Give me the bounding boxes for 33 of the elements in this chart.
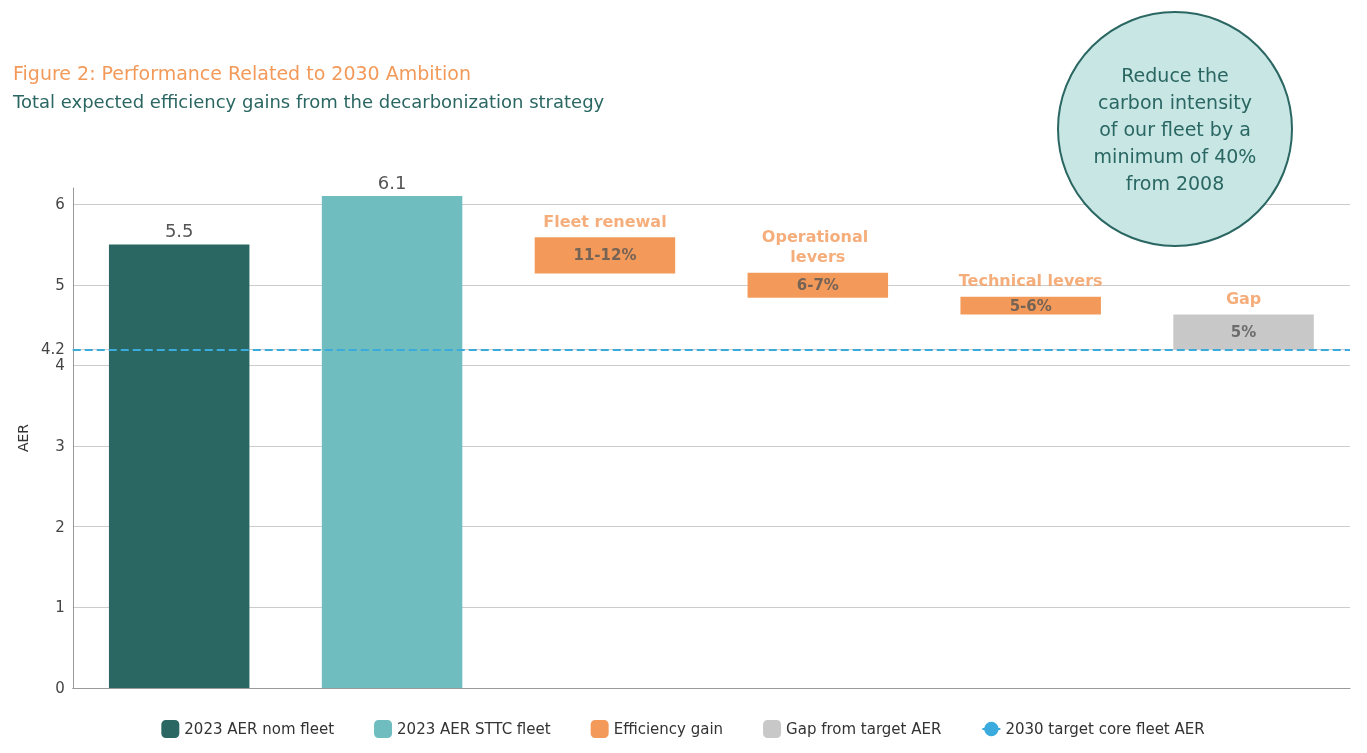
y-tick-label: 3 bbox=[55, 437, 65, 456]
x-tick-label: Technical levers bbox=[958, 271, 1103, 291]
callout-circle: Reduce the carbon intensity of our fleet by a minimum of 40% from 2008 bbox=[1057, 11, 1293, 247]
y-tick-label: 6 bbox=[55, 195, 65, 214]
y-tick-label: 2 bbox=[55, 517, 65, 536]
data-label: 6.1 bbox=[377, 171, 407, 193]
chart-title: Figure 2: Performance Related to 2030 Ambition bbox=[13, 61, 471, 84]
y-tick-label: 5 bbox=[55, 275, 65, 294]
legend-label: Efficiency gain bbox=[613, 720, 724, 738]
y-tick-label: 4.2 bbox=[40, 340, 65, 359]
y-tick-label: 0 bbox=[55, 679, 65, 697]
legend-label: 2023 AER nom fleet bbox=[184, 720, 335, 738]
bar bbox=[960, 296, 1101, 315]
chart-subtitle: Total expected efficiency gains from the decarbonization strategy bbox=[12, 90, 605, 112]
legend-label: 2023 AER STTC fleet bbox=[397, 720, 551, 738]
y-tick-label: 4 bbox=[55, 356, 65, 375]
legend-label: Gap from target AER bbox=[786, 720, 942, 738]
bar bbox=[534, 237, 676, 274]
x-tick-label: Operational levers bbox=[761, 227, 874, 267]
y-tick-label: 1 bbox=[55, 598, 65, 617]
legend-label: 2030 target core fleet AER bbox=[1005, 720, 1205, 738]
annotation: Reduce the carbon intensity of our fleet by a minimum of 40% from 2008 bbox=[1092, 62, 1258, 196]
bar bbox=[321, 196, 463, 688]
annotation: 5% bbox=[1230, 322, 1257, 341]
y-axis-title: AER bbox=[15, 423, 31, 453]
annotation: 5-6% bbox=[1009, 296, 1052, 315]
annotation: 11-12% bbox=[573, 246, 637, 265]
data-label: 5.5 bbox=[164, 219, 194, 241]
x-tick-label: Gap bbox=[1225, 289, 1262, 309]
x-tick-label: Fleet renewal bbox=[543, 211, 667, 231]
annotation: 6-7% bbox=[796, 276, 839, 295]
bar bbox=[747, 272, 889, 298]
bar bbox=[108, 244, 250, 688]
